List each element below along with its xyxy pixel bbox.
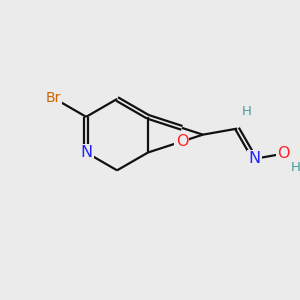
Text: Br: Br [46,91,61,105]
Text: N: N [248,151,261,166]
Text: H: H [290,161,300,174]
Text: N: N [80,145,92,160]
Text: H: H [242,105,252,118]
Text: O: O [278,146,290,161]
Text: O: O [176,134,188,149]
